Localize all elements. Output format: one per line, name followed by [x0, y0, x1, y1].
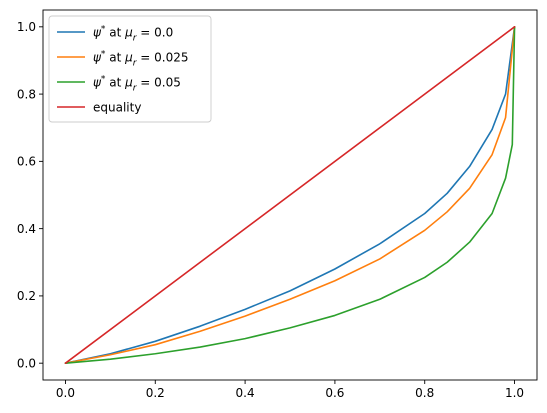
legend-label-part: equality	[93, 100, 141, 114]
legend-label-part: r	[133, 58, 138, 68]
y-tick-label: 0.4	[17, 222, 36, 236]
y-tick-label: 0.8	[17, 87, 36, 101]
legend-label-part: = 0.05	[136, 75, 180, 89]
x-tick-label: 0.0	[56, 386, 75, 400]
legend-label-part: *	[101, 49, 106, 59]
y-tick-label: 0.6	[17, 155, 36, 169]
series-line-0	[64, 26, 516, 364]
axes-frame	[42, 9, 538, 381]
x-tick-label: 0.4	[236, 386, 255, 400]
x-axis: 0.0 0.2 0.4 0.6 0.8 1.0	[56, 380, 524, 400]
legend-label-part: μ	[124, 25, 133, 39]
series-line-1	[64, 26, 516, 364]
legend-label-part: r	[133, 83, 138, 93]
y-tick-label: 1.0	[17, 20, 36, 34]
legend-label-2: ψ* at μr = 0.05	[93, 74, 181, 93]
y-tick-label: 0.2	[17, 289, 36, 303]
legend-label-part: = 0.0	[136, 25, 173, 39]
x-tick-label: 0.2	[146, 386, 165, 400]
series-layer	[64, 26, 516, 364]
legend-label-1: ψ* at μr = 0.025	[93, 49, 189, 68]
axes-border	[42, 9, 538, 381]
legend-label-part: *	[101, 24, 106, 34]
series-line-2	[64, 26, 516, 364]
y-tick-label: 0.0	[17, 356, 36, 370]
legend-label-0: ψ* at μr = 0.0	[93, 24, 173, 43]
series-line-3	[64, 26, 516, 364]
legend-label-part: = 0.025	[136, 50, 188, 64]
x-tick-label: 0.8	[415, 386, 434, 400]
x-tick-label: 1.0	[505, 386, 524, 400]
legend-label-part: ψ	[93, 75, 102, 89]
legend-label-part: r	[133, 33, 138, 43]
legend-label-part: μ	[124, 75, 133, 89]
legend-label-3: equality	[93, 100, 141, 114]
legend-label-part: ψ	[93, 25, 102, 39]
legend-label-part: at	[105, 75, 125, 89]
x-tick-label: 0.6	[325, 386, 344, 400]
legend-label-part: ψ	[93, 50, 102, 64]
legend-label-part: at	[105, 25, 125, 39]
legend-label-part: μ	[124, 50, 133, 64]
legend-box	[48, 15, 212, 123]
legend-label-part: *	[101, 74, 106, 84]
legend-label-part: at	[105, 50, 125, 64]
y-axis: 0.0 0.2 0.4 0.6 0.8 1.0	[17, 20, 43, 370]
